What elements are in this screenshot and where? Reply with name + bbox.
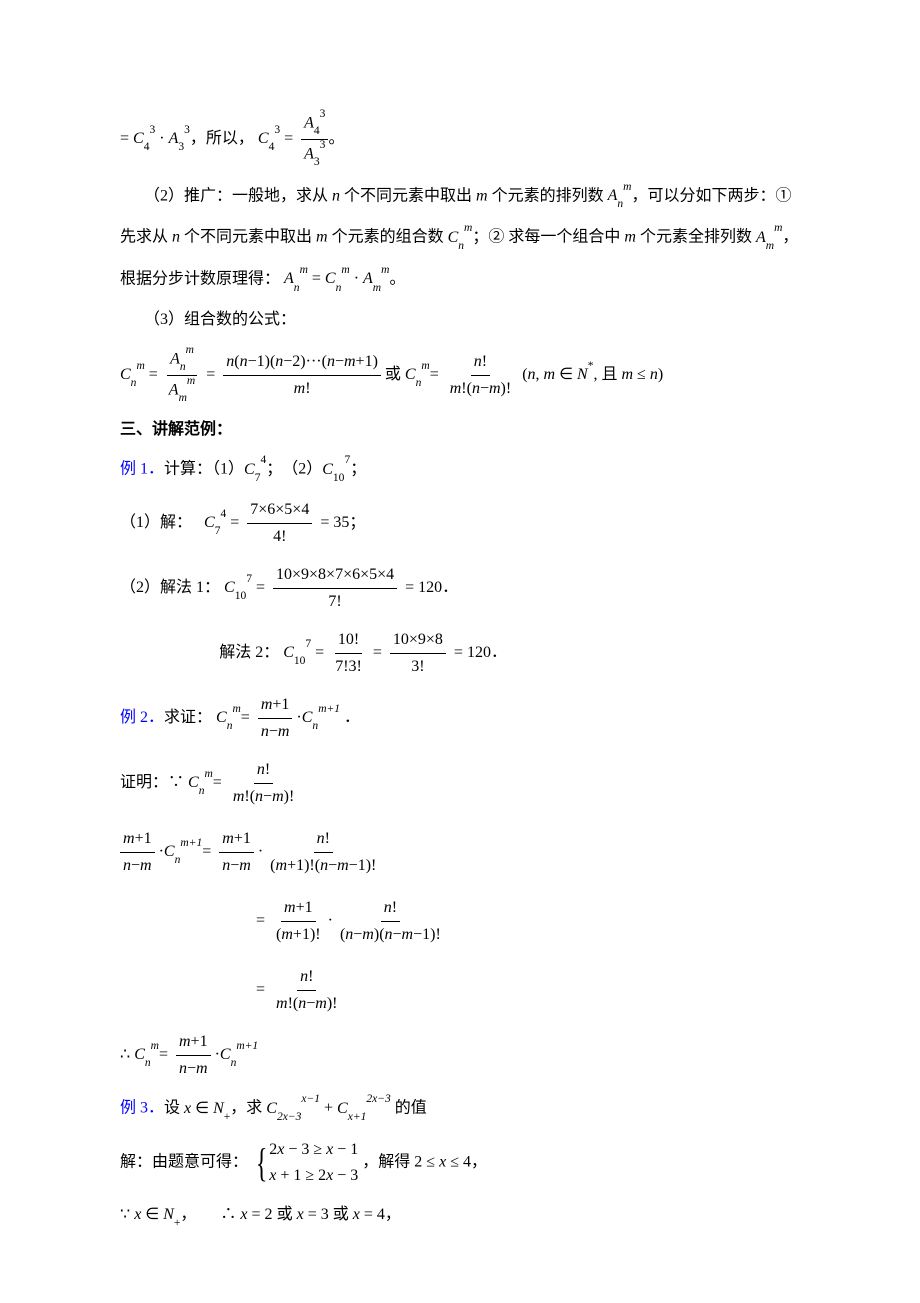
text: 求证： [164, 709, 212, 726]
num: 10×9×8 [390, 628, 446, 654]
fraction: n! (n−m)(n−m−1)! [337, 896, 444, 947]
num: 10×9×8×7×6×5×4 [273, 563, 397, 589]
text: （2）推广：一般地，求从 [144, 187, 332, 204]
text: 先求从 [120, 229, 172, 246]
fraction: A43 A33 [301, 110, 328, 169]
example-1-solution-2b: 解法 2： C107 = 10! 7!3! = 10×9×8 3! = 120． [120, 628, 800, 679]
var-m: m [316, 229, 328, 246]
text: 个元素全排列数 [636, 229, 756, 246]
example-label: 例 2． [120, 709, 164, 726]
therefore: ∴ [120, 1046, 130, 1063]
text: （3）组合数的公式： [144, 311, 296, 328]
example-1-solution-1: （1）解： C74 = 7×6×5×4 4! = 35； [120, 498, 800, 549]
fraction: 10! 7!3! [332, 628, 365, 679]
line-generalization-2: 先求从 n 个不同元素中取出 m 个元素的组合数 Cnm；② 求每一个组合中 m… [120, 224, 800, 252]
label: 证明：∵ [120, 774, 184, 791]
den: 7! [325, 589, 344, 614]
text: ， [782, 229, 798, 246]
text: 三、讲解范例： [120, 421, 232, 438]
fraction: n! (m+1)!(n−m−1)! [267, 827, 379, 878]
plus: + [320, 1100, 337, 1117]
case-1: 2x − 3 ≥ x − 1 [269, 1137, 358, 1163]
fraction: n(n−1)(n−2)···(n−m+1) m! [223, 350, 381, 401]
sub: 2x−3 [277, 1111, 301, 1123]
text: 计算：（1） [164, 461, 244, 478]
fraction: n! m!(n−m)! [447, 350, 514, 401]
line-combination-formula-label: （3）组合数的公式： [120, 308, 800, 332]
var-m: m [624, 229, 636, 246]
text: ，解得 [362, 1154, 414, 1171]
text: ；② 求每一个组合中 [472, 229, 624, 246]
sup: x−1 [301, 1093, 320, 1105]
text: ； （2） [266, 461, 322, 478]
example-2-proof-4: = n! m!(n−m)! [120, 965, 800, 1016]
left-brace-icon: { [256, 1143, 268, 1183]
fraction: 7×6×5×4 4! [247, 498, 312, 549]
example-3-solution: 解：由题意可得： { 2x − 3 ≥ x − 1 x + 1 ≥ 2x − 3… [120, 1137, 800, 1189]
example-label: 例 1． [120, 461, 164, 478]
sub: x+1 [348, 1111, 367, 1123]
fraction: m+1 n−m [219, 827, 254, 878]
example-2-proof-2: m+1 n−m ·Cnm+1= m+1 n−m · n! (m+1)!(n−m−… [120, 827, 800, 878]
fraction: m+1 n−m [258, 693, 293, 744]
period: 。 [389, 270, 405, 287]
example-2-proof-3: = m+1 (m+1)! · n! (n−m)(n−m−1)! [120, 896, 800, 947]
label: （1）解： [120, 514, 200, 531]
var-m: m [476, 187, 488, 204]
example-1-question: 例 1．计算：（1）C74； （2）C107； [120, 456, 800, 484]
text: 的值 [391, 1100, 427, 1117]
fraction: n! m!(n−m)! [273, 965, 340, 1016]
text: ，可以分如下两步：① [631, 187, 791, 204]
num: 10! [335, 628, 362, 654]
section-3-title: 三、讲解范例： [120, 418, 800, 442]
text: ， ∴ [180, 1206, 240, 1223]
combination-formula: Cnm = Anm Amm = n(n−1)(n−2)···(n−m+1) m!… [120, 346, 800, 405]
text: 根据分步计数原理得： [120, 270, 280, 287]
example-label: 例 3． [120, 1100, 164, 1117]
var-n: n [172, 229, 180, 246]
text: 设 [164, 1100, 184, 1117]
comma: ， [471, 1154, 487, 1171]
example-3-question: 例 3．设 x ∈ N+，求 C2x−3x−1 + Cx+12x−3 的值 [120, 1095, 800, 1123]
text: ，求 [230, 1100, 266, 1117]
text-or: 或 [385, 366, 405, 383]
fraction: m+1 (m+1)! [273, 896, 324, 947]
fraction: Anm Amm [166, 346, 198, 405]
example-2-proof-1: 证明：∵ Cnm= n! m!(n−m)! [120, 758, 800, 809]
sup: 2x−3 [366, 1093, 390, 1105]
because: ∵ [120, 1206, 134, 1223]
text: 个不同元素中取出 [340, 187, 476, 204]
line-step-counting: 根据分步计数原理得： Anm = Cnm · Amm。 [120, 266, 800, 294]
fraction: m+1 n−m [176, 1030, 211, 1081]
text: ； [350, 461, 366, 478]
period: 。 [328, 130, 344, 147]
den: 4! [270, 524, 289, 549]
period: ． [344, 709, 360, 726]
text: ，所以， [190, 130, 254, 147]
line-generalization-1: （2）推广：一般地，求从 n 个不同元素中取出 m 个元素的排列数 Anm，可以… [120, 183, 800, 211]
label: 解：由题意可得： [120, 1154, 248, 1171]
text: 个元素的组合数 [328, 229, 448, 246]
fraction: n! m!(n−m)! [230, 758, 297, 809]
den: 7!3! [332, 654, 365, 679]
example-1-solution-2a: （2）解法 1： C107 = 10×9×8×7×6×5×4 7! = 120． [120, 563, 800, 614]
comma: ， [385, 1206, 401, 1223]
den: 3! [408, 654, 427, 679]
label: 解法 2： [219, 644, 279, 661]
fraction: 10×9×8 3! [390, 628, 446, 679]
case-2: x + 1 ≥ 2x − 3 [269, 1163, 358, 1189]
example-2-conclusion: ∴ Cnm= m+1 n−m ·Cnm+1 [120, 1030, 800, 1081]
document-page: = C43 · A33，所以， C43 = A43 A33 。 （2）推广：一般… [0, 0, 920, 1303]
text: 个不同元素中取出 [180, 229, 316, 246]
cases: 2x − 3 ≥ x − 1 x + 1 ≥ 2x − 3 [269, 1137, 358, 1189]
example-3-last-line: ∵ x ∈ N+， ∴ x = 2 或 x = 3 或 x = 4， [120, 1203, 800, 1229]
example-2-question: 例 2．求证： Cnm= m+1 n−m ·Cnm+1 ． [120, 693, 800, 744]
num: 7×6×5×4 [247, 498, 312, 524]
text: 个元素的排列数 [488, 187, 608, 204]
line-opening-formula: = C43 · A33，所以， C43 = A43 A33 。 [120, 110, 800, 169]
fraction: 10×9×8×7×6×5×4 7! [273, 563, 397, 614]
label: （2）解法 1： [120, 579, 220, 596]
fraction: m+1 n−m [120, 827, 155, 878]
var-n: n [332, 187, 340, 204]
